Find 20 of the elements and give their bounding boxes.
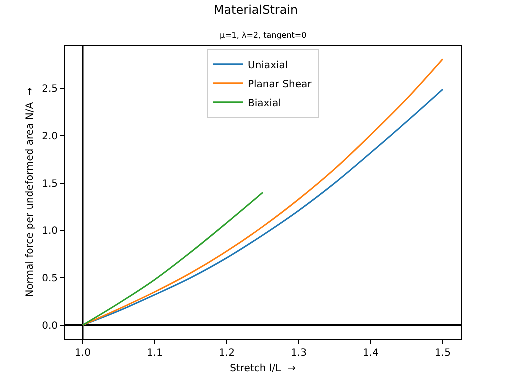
x-axis-title: Stretch l/L → xyxy=(230,364,296,374)
x-tick-label: 1.0 xyxy=(75,348,91,359)
line-series xyxy=(82,192,264,326)
y-tick-label: 2.0 xyxy=(42,131,58,142)
legend-label: Uniaxial xyxy=(248,60,288,72)
x-tick-label: 1.3 xyxy=(291,348,307,359)
legend-label: Biaxial xyxy=(248,98,282,110)
chart-title: MaterialStrain xyxy=(214,3,298,18)
legend-label: Planar Shear xyxy=(248,79,313,90)
x-tick-label: 1.4 xyxy=(363,348,379,359)
y-tick-label: 1.0 xyxy=(42,226,58,238)
y-tick-label: 0.5 xyxy=(42,273,58,284)
x-tick-label: 1.5 xyxy=(435,348,451,359)
y-tick-label: 0.0 xyxy=(42,320,58,332)
y-tick-label: 2.5 xyxy=(42,84,58,96)
chart-subtitle: μ=1, λ=2, tangent=0 xyxy=(220,31,307,40)
x-tick-label: 1.2 xyxy=(219,348,235,359)
y-axis-title: Normal force per undeformed area N/A → xyxy=(25,88,36,298)
x-tick-label: 1.1 xyxy=(147,348,163,359)
y-tick-label: 1.5 xyxy=(42,178,58,190)
